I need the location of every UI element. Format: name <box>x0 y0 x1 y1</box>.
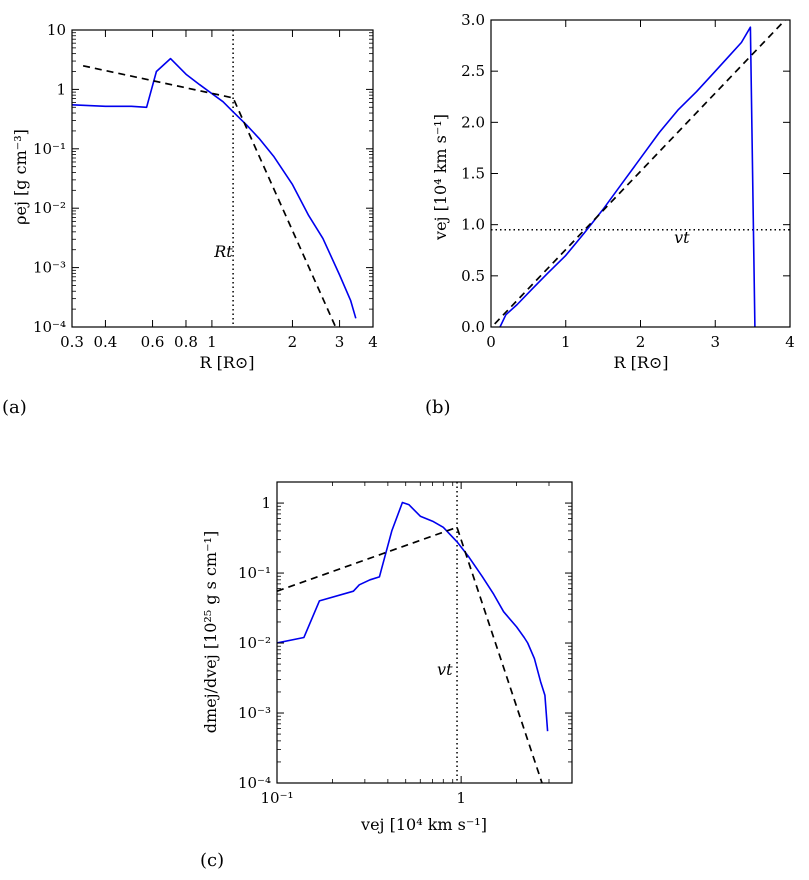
x-tick-label: 4 <box>368 333 378 351</box>
panel-c-plot-area <box>277 482 549 783</box>
y-tick-label: 3.0 <box>461 11 485 29</box>
panel-c: (c) vej [10⁴ km s⁻¹] dmej/dvej [10²⁵ g s… <box>200 481 573 871</box>
panel-a: (a) R [R⊙] ρej [g cm⁻³] 0.3 0.4 0.6 0.8 1 2 3 4… <box>2 21 378 418</box>
panel-c-transition-annotation: vt <box>437 660 453 679</box>
x-tick-label: 3 <box>335 333 345 351</box>
y-tick-label: 10⁻¹ <box>238 564 271 582</box>
y-tick-label: 10⁻⁴ <box>33 318 66 336</box>
panel-b: (b) R [R⊙] vej [10⁴ km s⁻¹] 0 1 2 3 4 0.0 0.5 1… <box>425 11 795 418</box>
x-tick-label: 1 <box>207 333 217 351</box>
y-tick-label: 1 <box>56 80 66 98</box>
x-tick-label: 0.6 <box>141 333 165 351</box>
panel-b-ylabel: vej [10⁴ km s⁻¹] <box>431 114 450 241</box>
panel-b-plot-area <box>491 20 790 327</box>
panel-b-xlabel: R [R⊙] <box>613 353 668 372</box>
y-tick-label: 0.5 <box>461 267 485 285</box>
panel-b-label: (b) <box>425 397 451 418</box>
panel-b-fit-line <box>494 20 787 325</box>
panel-a-xlabel: R [R⊙] <box>199 353 254 372</box>
y-tick-label: 1.0 <box>461 216 485 234</box>
y-tick-label: 10⁻² <box>33 199 66 217</box>
y-tick-label: 10⁻² <box>238 634 271 652</box>
panel-a-model-line <box>72 57 357 319</box>
panel-a-plot-area <box>72 30 357 327</box>
x-tick-label: 2 <box>636 333 646 351</box>
y-tick-label: 10⁻³ <box>238 704 271 722</box>
panel-b-transition-annotation: vt <box>674 228 690 247</box>
panel-c-xlabel: vej [10⁴ km s⁻¹] <box>360 815 487 834</box>
panel-a-label: (a) <box>2 397 27 418</box>
panel-a-fit-line <box>82 64 337 327</box>
x-tick-label: 10⁻¹ <box>260 789 293 807</box>
y-tick-label: 2.0 <box>461 113 485 131</box>
x-tick-label: 1 <box>456 789 466 807</box>
y-tick-label: 1 <box>261 494 271 512</box>
panel-c-frame <box>276 481 573 784</box>
y-tick-label: 10⁻⁴ <box>238 774 271 792</box>
panel-a-transition-annotation: Rt <box>213 242 233 261</box>
x-tick-label: 0 <box>486 333 496 351</box>
x-tick-label: 0.4 <box>94 333 118 351</box>
y-tick-label: 2.5 <box>461 62 485 80</box>
panel-c-fit-line <box>277 526 543 783</box>
panel-b-model-line <box>499 26 756 327</box>
panel-c-model-line <box>277 501 549 732</box>
y-tick-label: 10 <box>47 21 66 39</box>
panel-a-frame <box>71 29 374 328</box>
y-tick-label: 0.0 <box>461 318 485 336</box>
x-tick-label: 3 <box>710 333 720 351</box>
panel-a-ylabel: ρej [g cm⁻³] <box>11 129 30 225</box>
x-tick-label: 4 <box>785 333 795 351</box>
y-tick-label: 1.5 <box>461 165 485 183</box>
y-tick-label: 10⁻³ <box>33 259 66 277</box>
x-tick-label: 2 <box>288 333 298 351</box>
x-tick-label: 0.8 <box>174 333 198 351</box>
panel-c-label: (c) <box>200 850 224 871</box>
x-tick-label: 1 <box>561 333 571 351</box>
x-tick-label: 0.3 <box>60 333 84 351</box>
y-tick-label: 10⁻¹ <box>33 140 66 158</box>
panel-b-frame <box>490 19 791 328</box>
panel-c-ylabel: dmej/dvej [10²⁵ g s cm⁻¹] <box>201 531 220 733</box>
